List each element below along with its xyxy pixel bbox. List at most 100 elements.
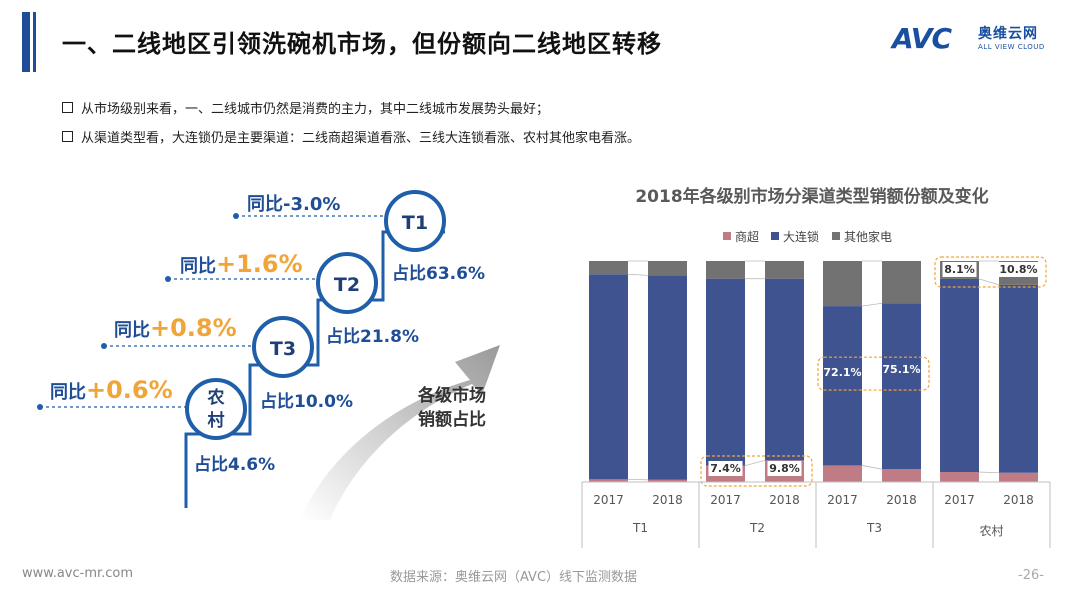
bar-segment: [765, 278, 804, 461]
tick-label-year: 2017: [944, 493, 975, 507]
checkbox-square-icon: [62, 102, 73, 113]
tick-label-year: 2017: [710, 493, 741, 507]
tick-label-year: 2017: [593, 493, 624, 507]
tick-label-year: 2017: [827, 493, 858, 507]
bar-segment: [823, 306, 862, 466]
chart-data-labels: 7.4% 9.8% 72.1% 75.1% 8.1% 10.8%: [700, 256, 1047, 487]
title-accent-bar: [22, 12, 30, 72]
bar-segment: [882, 469, 921, 482]
yoy-value: +0.6%: [86, 376, 173, 404]
legend-label: 商超: [735, 229, 759, 244]
data-label: 72.1%: [823, 366, 861, 379]
tier-label-line1: 农: [207, 387, 225, 408]
yoy-value: -3.0%: [283, 194, 340, 215]
data-label-bg: [767, 461, 802, 476]
tier-circle-rural: 农 村: [185, 378, 247, 440]
tick-label-year: 2018: [652, 493, 683, 507]
bar-segment: [765, 261, 804, 279]
chart-legend: 商超 大连锁 其他家电: [723, 229, 892, 244]
footer-website: www.avc-mr.com: [22, 566, 134, 581]
bar-segment: [648, 479, 687, 482]
data-label-bg: [997, 262, 1040, 277]
share-t2: 占比21.8%: [326, 326, 419, 347]
legend-swatch: [832, 232, 840, 240]
legend-swatch: [771, 232, 779, 240]
tick-label-year: 2018: [1003, 493, 1034, 507]
staircase-infographic: 各级市场 销额占比 T1 T2 T3 农 村 同比-3.0% 同比+1.6% 同…: [37, 190, 500, 520]
legend-label: 大连锁: [783, 229, 819, 244]
growth-arrow-icon: [300, 345, 500, 520]
bar-segment: [589, 261, 628, 275]
title-accent-bar-thin: [33, 12, 36, 72]
yoy-value: +1.6%: [216, 250, 303, 278]
bullet-item: 从渠道类型看，大连锁仍是主要渠道：二线商超渠道看涨、三线大连锁看涨、农村其他家电…: [62, 127, 640, 146]
stacked-bar-chart: 2018年各级别市场分渠道类型销额份额及变化 商超 大连锁 其他家电 7.4% 9.8…: [581, 186, 1051, 548]
data-label: 8.1%: [944, 263, 975, 276]
logo-english: ALL VIEW CLOUD: [978, 43, 1045, 51]
tick-label-year: 2018: [769, 493, 800, 507]
chart-bars: [589, 261, 1038, 482]
chart-connectors: [627, 260, 1000, 481]
data-label-bg: [708, 461, 743, 476]
connector-line: [627, 273, 649, 276]
bar-segment: [882, 303, 921, 470]
connector-line: [744, 459, 766, 467]
data-label: 10.8%: [999, 263, 1037, 276]
bar-segment: [589, 274, 628, 480]
bullet-text: 从市场级别来看，一、二线城市仍然是消费的主力，其中二线城市发展势头最好；: [81, 102, 550, 117]
tick-label-group: T1: [632, 521, 648, 535]
highlight-box: [934, 256, 1047, 288]
page-number: -26-: [1018, 568, 1044, 583]
chart-title: 2018年各级别市场分渠道类型销额份额及变化: [635, 186, 988, 207]
data-label: 9.8%: [769, 462, 800, 475]
connector-line: [861, 302, 883, 307]
bar-segment: [648, 261, 687, 276]
tier-circle-t1: T1: [384, 190, 446, 252]
data-label: 7.4%: [710, 462, 741, 475]
tier-circle-t2: T2: [316, 252, 378, 314]
yoy-label: 同比: [247, 194, 283, 215]
yoy-t3: 同比+0.8%: [114, 314, 237, 342]
bar-segment: [882, 261, 921, 304]
bar-segment: [706, 278, 745, 466]
page-title: 一、二线地区引领洗碗机市场，但份额向二线地区转移: [62, 30, 662, 58]
tick-label-group: 农村: [979, 524, 1003, 538]
tier-label-line2: 村: [208, 410, 225, 431]
data-label-bg: [942, 262, 977, 277]
bar-segment: [648, 275, 687, 480]
connector-line: [978, 278, 1000, 286]
tick-label-group: T3: [866, 521, 882, 535]
tick-label-group: T2: [749, 521, 765, 535]
arrow-text-1: 各级市场: [417, 385, 486, 406]
highlight-box: [700, 455, 813, 487]
bullet-item: 从市场级别来看，一、二线城市仍然是消费的主力，其中二线城市发展势头最好；: [62, 98, 549, 117]
arrow-text-2: 销额占比: [418, 409, 486, 430]
yoy-t1: 同比-3.0%: [247, 194, 340, 215]
connector-line: [861, 465, 883, 470]
bar-segment: [999, 472, 1038, 482]
bar-segment: [706, 261, 745, 279]
tier-circle-t3: T3: [252, 316, 314, 378]
bar-segment: [823, 261, 862, 307]
chart-axis: 2017 2018 T1 2017 2018 T2 2017 2018 T3 2017 2018 农村: [581, 481, 1051, 548]
yoy-rural: 同比+0.6%: [50, 376, 173, 404]
logo-chinese: 奥维云网: [978, 26, 1038, 42]
highlight-box: [817, 356, 930, 391]
tier-label: T2: [334, 274, 360, 296]
bar-segment: [823, 465, 862, 482]
logo-text: AVC: [892, 22, 952, 55]
yoy-label: 同比: [180, 256, 216, 277]
connector-line: [978, 471, 1000, 474]
yoy-value: +0.8%: [150, 314, 237, 342]
bar-segment: [940, 278, 979, 473]
tier-label: T1: [402, 212, 428, 234]
yoy-label: 同比: [114, 320, 150, 341]
legend-label: 其他家电: [844, 229, 892, 244]
data-label: 75.1%: [882, 363, 920, 376]
share-rural: 占比4.6%: [194, 454, 275, 475]
bullet-text: 从渠道类型看，大连锁仍是主要渠道：二线商超渠道看涨、三线大连锁看涨、农村其他家电…: [81, 131, 641, 146]
avc-logo: AVC 奥维云网 ALL VIEW CLOUD: [892, 22, 1062, 58]
bar-segment: [589, 479, 628, 482]
yoy-t2: 同比+1.6%: [180, 250, 303, 278]
yoy-label: 同比: [50, 382, 86, 403]
